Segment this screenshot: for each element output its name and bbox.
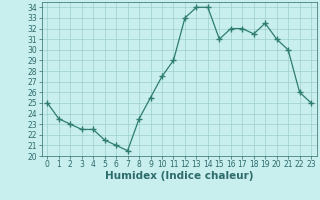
X-axis label: Humidex (Indice chaleur): Humidex (Indice chaleur) — [105, 171, 253, 181]
